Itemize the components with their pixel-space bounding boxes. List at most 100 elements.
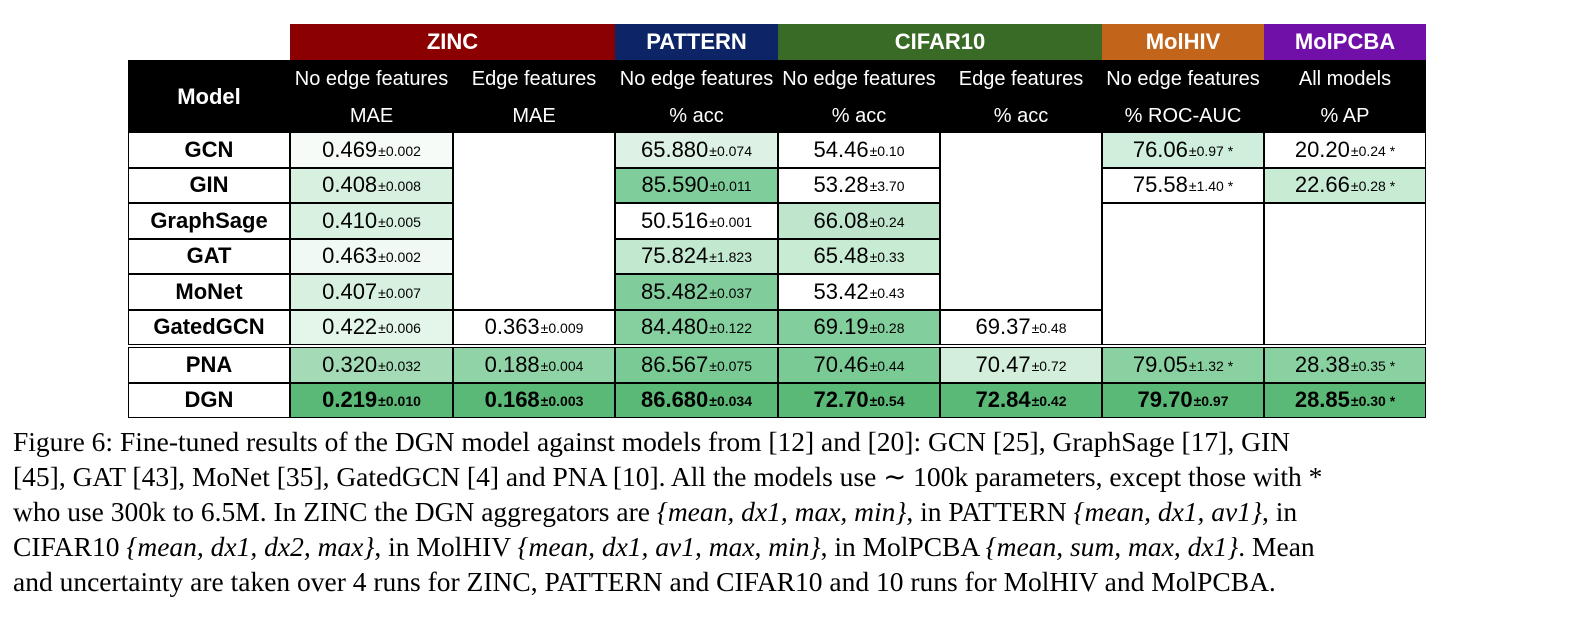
result-uncertainty: ±0.006 (378, 320, 421, 337)
result-uncertainty: ±0.005 (378, 213, 421, 230)
model-name-gat: GAT (128, 238, 290, 274)
model-name-dgn: DGN (128, 382, 290, 418)
result-uncertainty: ±0.010 (378, 393, 421, 410)
result-uncertainty: ±0.24 * (1350, 142, 1396, 159)
result-uncertainty: ±0.037 (709, 284, 752, 301)
result-uncertainty: ±0.004 (540, 357, 584, 374)
column-metric-label: MAE (290, 98, 453, 134)
result-mean: 0.407 (322, 278, 378, 304)
result-cell: 79.05 ±1.32 * (1102, 347, 1264, 383)
result-mean: 69.37 (975, 314, 1031, 340)
result-cell: 0.469 ±0.002 (290, 132, 453, 168)
result-cell: 28.38 ±0.35 * (1264, 347, 1426, 383)
result-uncertainty: ±0.97 (1193, 393, 1229, 410)
model-name-gcn: GCN (128, 132, 290, 168)
result-mean: 79.05 (1132, 351, 1188, 377)
result-cell: 53.42 ±0.43 (778, 274, 940, 310)
result-uncertainty: ±0.122 (709, 320, 752, 337)
model-name-graphsage: GraphSage (128, 203, 290, 239)
result-cell: 72.84 ±0.42 (940, 382, 1102, 418)
figure-caption: Figure 6: Fine-tuned results of the DGN … (13, 424, 1583, 599)
empty-cell-region (453, 132, 615, 310)
column-metric-label: % ROC-AUC (1102, 98, 1264, 134)
result-cell: 0.363 ±0.009 (453, 309, 615, 345)
result-mean: 75.58 (1132, 172, 1188, 198)
result-uncertainty: ±0.003 (540, 393, 584, 410)
column-setting-label: No edge features (290, 60, 453, 98)
result-uncertainty: ±0.30 * (1350, 393, 1396, 410)
result-cell: 75.58 ±1.40 * (1102, 167, 1264, 203)
result-mean: 28.85 (1294, 387, 1350, 413)
result-mean: 65.880 (640, 136, 709, 162)
result-mean: 75.824 (640, 243, 709, 269)
result-uncertainty: ±0.074 (709, 142, 752, 159)
result-uncertainty: ±0.28 * (1350, 178, 1396, 195)
result-uncertainty: ±0.009 (540, 320, 584, 337)
result-uncertainty: ±1.823 (709, 249, 752, 266)
result-cell: 76.06 ±0.97 * (1102, 132, 1264, 168)
column-setting-label: All models (1264, 60, 1426, 98)
result-cell: 22.66 ±0.28 * (1264, 167, 1426, 203)
result-cell: 0.410 ±0.005 (290, 203, 453, 239)
result-mean: 0.410 (322, 207, 378, 233)
result-cell: 0.422 ±0.006 (290, 309, 453, 345)
result-cell: 50.516 ±0.001 (615, 203, 778, 239)
result-uncertainty: ±0.10 (869, 142, 905, 159)
result-mean: 0.188 (484, 351, 540, 377)
result-cell: 70.46 ±0.44 (778, 347, 940, 383)
dataset-header-cifar10: CIFAR10 (778, 24, 1102, 60)
result-uncertainty: ±0.032 (378, 357, 421, 374)
result-cell: 85.482 ±0.037 (615, 274, 778, 310)
model-name-monet: MoNet (128, 274, 290, 310)
model-name-gatedgcn: GatedGCN (128, 309, 290, 345)
result-mean: 0.469 (322, 136, 378, 162)
result-cell: 0.408 ±0.008 (290, 167, 453, 203)
result-uncertainty: ±0.97 * (1188, 142, 1234, 159)
caption-line-1: Figure 6: Fine-tuned results of the DGN … (13, 426, 1290, 457)
result-uncertainty: ±1.40 * (1188, 178, 1234, 195)
result-cell: 72.70 ±0.54 (778, 382, 940, 418)
result-cell: 0.168 ±0.003 (453, 382, 615, 418)
column-metric-label: % acc (940, 98, 1102, 134)
result-uncertainty: ±0.43 (869, 284, 905, 301)
result-uncertainty: ±0.24 (869, 213, 905, 230)
result-uncertainty: ±0.28 (869, 320, 905, 337)
result-cell: 65.880 ±0.074 (615, 132, 778, 168)
result-mean: 50.516 (640, 207, 709, 233)
column-metric-label: MAE (453, 98, 615, 134)
result-uncertainty: ±0.075 (709, 357, 752, 374)
result-mean: 0.422 (322, 314, 378, 340)
result-cell: 0.219 ±0.010 (290, 382, 453, 418)
result-mean: 70.46 (813, 351, 869, 377)
result-cell: 79.70 ±0.97 (1102, 382, 1264, 418)
result-mean: 84.480 (640, 314, 709, 340)
result-mean: 85.590 (641, 172, 709, 198)
result-uncertainty: ±0.42 (1031, 393, 1067, 410)
result-cell: 0.463 ±0.002 (290, 238, 453, 274)
result-mean: 72.84 (975, 387, 1031, 413)
result-cell: 54.46 ±0.10 (778, 132, 940, 168)
column-metric-label: % acc (778, 98, 940, 134)
result-mean: 86.680 (640, 387, 709, 413)
column-setting-label: No edge features (615, 60, 778, 98)
column-setting-label: No edge features (1102, 60, 1264, 98)
result-mean: 28.38 (1294, 351, 1350, 377)
empty-cell-region (1264, 203, 1426, 345)
result-mean: 65.48 (813, 243, 869, 269)
result-mean: 0.168 (484, 387, 540, 413)
result-cell: 65.48 ±0.33 (778, 238, 940, 274)
result-mean: 72.70 (813, 387, 869, 413)
result-mean: 66.08 (813, 207, 869, 233)
result-uncertainty: ±0.001 (709, 213, 752, 230)
result-mean: 0.219 (322, 387, 378, 413)
column-setting-label: Edge features (940, 60, 1102, 98)
caption-line-3: who use 300k to 6.5M. In ZINC the DGN ag… (13, 496, 1298, 527)
result-mean: 76.06 (1132, 136, 1188, 162)
column-metric-label: % AP (1264, 98, 1426, 134)
result-cell: 70.47 ±0.72 (940, 347, 1102, 383)
result-cell: 86.567 ±0.075 (615, 347, 778, 383)
result-cell: 0.407 ±0.007 (290, 274, 453, 310)
dataset-header-pattern: PATTERN (615, 24, 778, 60)
caption-line-4: CIFAR10 {mean, dx1, dx2, max}, in MolHIV… (13, 531, 1315, 562)
result-mean: 0.320 (322, 351, 378, 377)
